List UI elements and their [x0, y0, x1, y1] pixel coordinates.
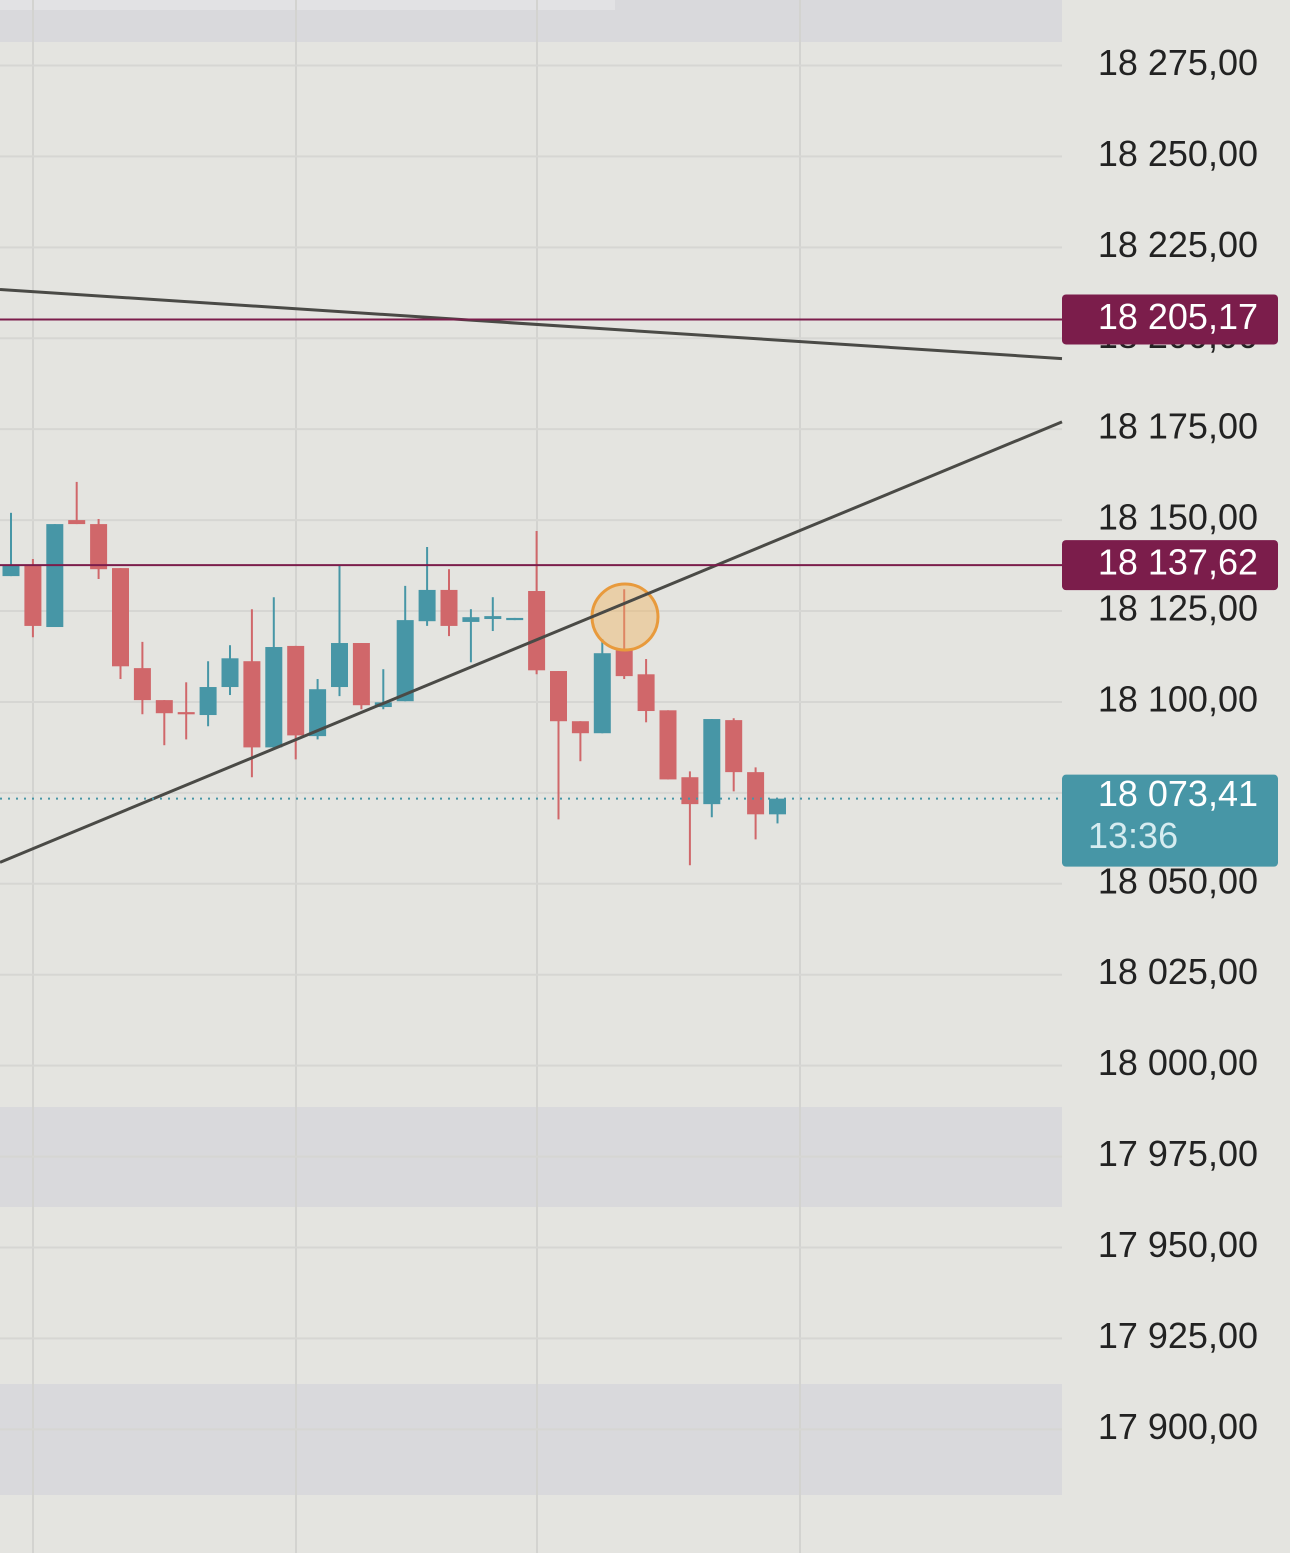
candle-body	[462, 617, 480, 622]
candle-body	[265, 647, 283, 748]
candle-body	[287, 645, 305, 736]
candle-body	[725, 720, 743, 773]
candle-body	[68, 520, 86, 525]
candle-body	[747, 772, 765, 815]
candle-body	[484, 616, 502, 620]
candle-body	[112, 568, 129, 667]
candle-body	[2, 565, 20, 577]
y-tick-label: 18 275,00	[1098, 42, 1258, 83]
candle-body	[418, 589, 436, 622]
last-price-box	[1062, 774, 1278, 867]
y-tick-label: 18 050,00	[1098, 860, 1258, 901]
candle-body	[615, 650, 633, 677]
y-tick-label: 18 025,00	[1098, 951, 1258, 992]
trend-line	[0, 420, 1063, 864]
candle-body	[506, 617, 524, 621]
candle-body	[46, 524, 64, 628]
grid	[0, 64, 1062, 1431]
candle-body	[769, 798, 786, 815]
candle-body	[396, 620, 414, 702]
candle-body	[155, 700, 173, 714]
price-axis: 17 900,00 17 925,00 17 950,00 17 975,00 18 0…	[1098, 42, 1258, 1447]
candle-body	[221, 658, 239, 688]
y-tick-label: 18 125,00	[1098, 588, 1258, 629]
y-tick-label: 17 975,00	[1098, 1133, 1258, 1174]
y-tick-label: 18 175,00	[1098, 406, 1258, 447]
candle-body	[331, 643, 348, 688]
candles	[2, 481, 786, 866]
top-strip	[0, 0, 615, 10]
trend-line	[0, 288, 1063, 361]
candle-body	[637, 674, 655, 712]
y-tick-label: 18 250,00	[1098, 133, 1258, 174]
candle-body	[352, 643, 370, 706]
price-label: 18 205,17	[1098, 296, 1258, 337]
candle-body	[550, 671, 567, 722]
price-label-box	[1062, 540, 1278, 591]
session-band	[0, 1384, 1062, 1495]
y-tick-label: 18 225,00	[1098, 224, 1258, 265]
candle-body	[528, 591, 546, 671]
candle-body	[243, 661, 261, 748]
candle-body	[571, 721, 589, 734]
y-tick-label: 17 950,00	[1098, 1224, 1258, 1265]
countdown-label: 13:36	[1088, 815, 1178, 856]
y-tick-label: 17 900,00	[1098, 1406, 1258, 1447]
candle-body	[24, 565, 42, 626]
candle-body	[681, 777, 699, 805]
candle-body	[659, 710, 677, 780]
candle-body	[440, 589, 458, 626]
candle-body	[309, 689, 327, 737]
y-tick-label: 18 150,00	[1098, 497, 1258, 538]
candle-body	[593, 653, 611, 734]
vertical-grid	[32, 0, 801, 1553]
candle-body	[199, 687, 217, 716]
candle-body	[703, 719, 721, 805]
price-label: 18 137,62	[1098, 542, 1258, 583]
y-tick-label: 17 925,00	[1098, 1315, 1258, 1356]
candle-body	[177, 712, 195, 715]
candle-body	[90, 524, 108, 570]
candle-body	[133, 668, 151, 701]
y-tick-label: 18 100,00	[1098, 678, 1258, 719]
lines	[0, 288, 1063, 864]
last-price-label: 18 073,41	[1098, 773, 1258, 814]
y-tick-label: 18 000,00	[1098, 1042, 1258, 1083]
price-label-box	[1062, 294, 1278, 345]
